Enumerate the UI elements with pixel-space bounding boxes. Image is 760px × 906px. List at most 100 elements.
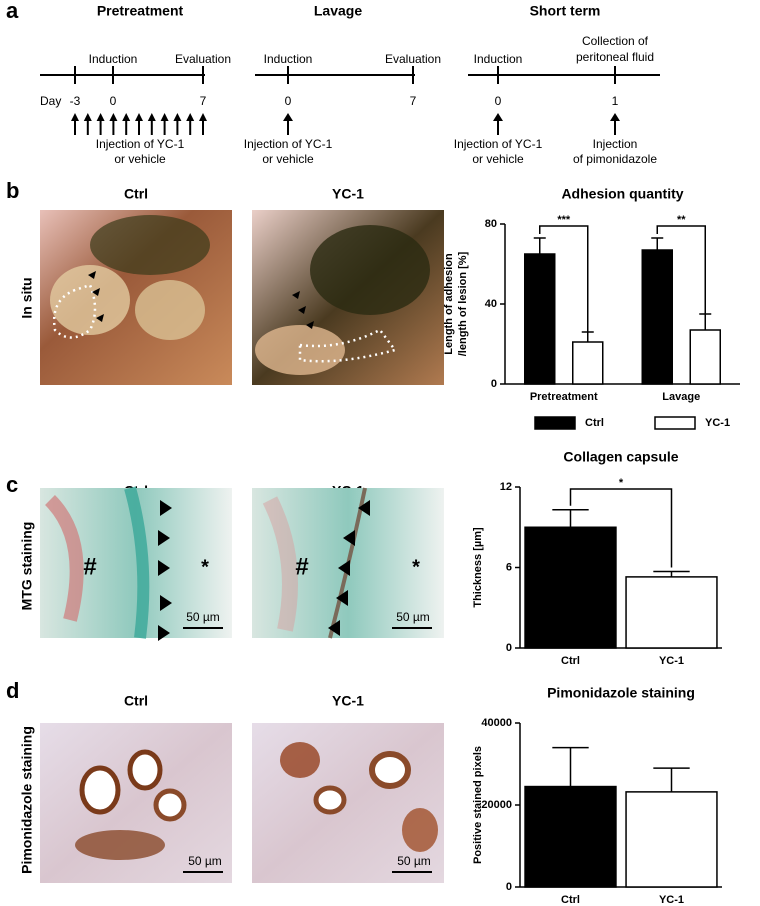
label: Induction	[89, 52, 138, 66]
arrow	[493, 113, 503, 135]
legend-swatch	[654, 416, 696, 430]
timeline-title: Pretreatment	[97, 3, 184, 19]
scale-label: 50 µm	[188, 854, 222, 868]
row-label: MTG staining	[19, 522, 35, 611]
arrow-head	[109, 113, 118, 121]
note: Injection	[593, 137, 638, 151]
x-tick-label: Ctrl	[561, 655, 580, 667]
arrow-head	[147, 113, 156, 121]
bar	[625, 576, 718, 649]
row-label: In situ	[19, 277, 35, 318]
note: Injection of YC-1	[244, 137, 333, 151]
timeline: Short term Induction Collection of perit…	[454, 3, 660, 166]
marker: *	[201, 556, 209, 578]
note: Injection of YC-1	[96, 137, 185, 151]
tick-label: 1	[612, 94, 619, 108]
significance-bracket	[539, 225, 589, 338]
timeline-title: Short term	[530, 3, 601, 19]
column-label: Ctrl	[124, 693, 148, 709]
arrow-head	[199, 113, 207, 121]
panel-letter: c	[6, 472, 18, 497]
tick-label: 0	[285, 94, 292, 108]
bar	[524, 526, 617, 649]
chart-title: Adhesion quantity	[561, 186, 683, 202]
error-bar	[552, 746, 589, 787]
legend-swatch	[534, 416, 576, 430]
label: Day	[40, 94, 61, 108]
label: Induction	[474, 52, 523, 66]
y-tick-label: 80	[485, 218, 497, 230]
y-axis-label: Positive stained pixels	[472, 746, 484, 864]
arrow-head	[160, 113, 169, 121]
y-tick-label: 40	[485, 298, 497, 310]
column-label: YC-1	[332, 693, 364, 709]
tick-label: 7	[410, 94, 417, 108]
significance-label: *	[619, 477, 624, 489]
charts: Adhesion quantity Length of adhesion/leng…	[443, 186, 740, 906]
photo	[40, 210, 232, 385]
label: Collection of	[582, 34, 649, 48]
arrow-head	[135, 113, 143, 121]
error-bar	[552, 509, 589, 528]
marker: *	[412, 556, 420, 578]
error-bar	[653, 767, 690, 792]
panel-letter: d	[6, 678, 19, 703]
x-tick-label: YC-1	[659, 655, 684, 667]
x-tick-label: YC-1	[659, 894, 684, 906]
bar	[641, 249, 673, 385]
label: Evaluation	[175, 52, 231, 66]
scale-label: 50 µm	[397, 854, 431, 868]
panel-letter: b	[6, 178, 19, 203]
y-axis-label: /length of lesion [%]	[457, 251, 469, 356]
significance-label: ***	[557, 214, 571, 226]
marker: #	[295, 553, 308, 580]
tick-label: -3	[70, 94, 81, 108]
note: or vehicle	[114, 152, 166, 166]
bar	[689, 329, 721, 385]
note: of pimonidazole	[573, 152, 657, 166]
arrow	[283, 113, 293, 135]
arrow-head	[186, 113, 195, 121]
bar	[524, 253, 556, 385]
timeline-title: Lavage	[314, 3, 362, 19]
arrow-head	[122, 113, 131, 121]
column-label: YC-1	[332, 186, 364, 202]
x-tick-label: Lavage	[662, 391, 700, 403]
y-tick-label: 0	[491, 378, 497, 390]
bar	[625, 791, 718, 888]
marker: #	[83, 553, 96, 580]
scale-label: 50 µm	[186, 610, 220, 624]
note: Injection of YC-1	[454, 137, 543, 151]
photo	[40, 723, 232, 883]
significance-bracket	[656, 225, 706, 326]
arrow	[610, 113, 620, 135]
label: Induction	[264, 52, 313, 66]
error-bar	[533, 237, 546, 254]
y-axis-label: Thickness [µm]	[472, 527, 484, 608]
significance-bracket	[569, 488, 673, 568]
note: or vehicle	[262, 152, 314, 166]
x-tick-label: Pretreatment	[530, 391, 598, 403]
panel-letter: a	[6, 0, 19, 23]
note: or vehicle	[472, 152, 524, 166]
bar	[524, 785, 617, 888]
arrow-head	[83, 113, 92, 121]
photo	[40, 486, 232, 641]
y-tick-label: 6	[506, 561, 512, 573]
photo	[252, 210, 444, 385]
arrow-head	[71, 113, 79, 121]
label: peritoneal fluid	[576, 50, 654, 64]
photo	[252, 487, 444, 639]
legend-label: YC-1	[705, 417, 730, 429]
y-tick-label: 20000	[481, 799, 512, 811]
error-bar	[653, 570, 690, 577]
arrow-head	[173, 113, 182, 121]
y-tick-label: 40000	[481, 717, 512, 729]
bar	[572, 341, 604, 385]
tick-label: 0	[495, 94, 502, 108]
tick-label: 7	[200, 94, 207, 108]
legend-label: Ctrl	[585, 417, 604, 429]
photo	[252, 723, 444, 883]
tick-label: 0	[110, 94, 117, 108]
